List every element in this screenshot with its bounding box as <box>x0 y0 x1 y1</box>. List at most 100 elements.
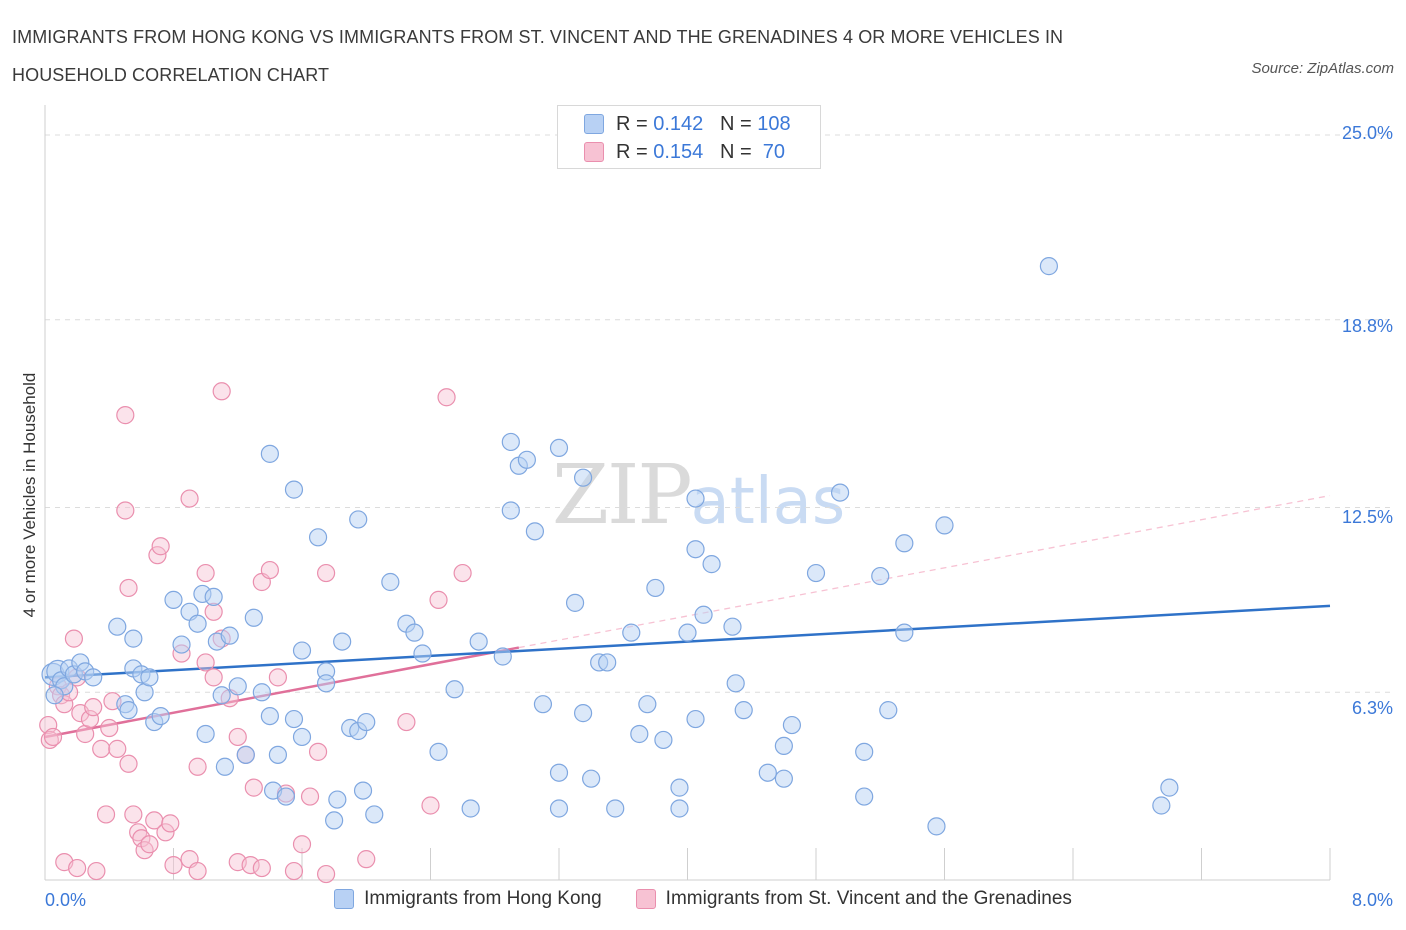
legend-swatch-blue <box>334 889 355 909</box>
data-point-hong-kong <box>782 715 802 735</box>
data-point-hong-kong <box>405 623 424 642</box>
legend-item-hong-kong: Immigrants from Hong Kong <box>334 888 602 910</box>
data-point-st-vincent <box>252 858 271 878</box>
data-point-hong-kong <box>686 489 705 508</box>
y-tick-label-25: 25.0% <box>1341 123 1393 143</box>
data-point-st-vincent <box>140 835 159 854</box>
data-point-hong-kong <box>622 623 641 642</box>
data-point-hong-kong <box>212 686 231 705</box>
data-point-st-vincent <box>316 864 336 884</box>
data-point-st-vincent <box>188 757 207 776</box>
data-point-st-vincent <box>96 805 116 824</box>
data-point-st-vincent <box>284 861 304 881</box>
data-point-hong-kong <box>236 745 255 764</box>
data-point-hong-kong <box>445 680 464 699</box>
data-point-hong-kong <box>525 522 545 541</box>
data-point-hong-kong <box>196 724 215 744</box>
x-tick-label-0: 0.0% <box>45 890 87 910</box>
data-point-st-vincent <box>156 823 175 842</box>
data-point-hong-kong <box>252 683 271 702</box>
data-point-st-vincent <box>80 709 100 729</box>
series-legend: Immigrants from Hong Kong Immigrants fro… <box>0 888 1406 910</box>
data-point-hong-kong <box>268 745 288 764</box>
data-point-st-vincent <box>100 718 119 738</box>
data-point-hong-kong <box>164 590 183 609</box>
data-point-st-vincent <box>212 382 231 401</box>
data-point-st-vincent <box>119 754 138 773</box>
trend-line-st-vincent-extension <box>518 494 1331 649</box>
data-point-hong-kong <box>108 617 127 636</box>
data-point-st-vincent <box>308 742 328 761</box>
data-point-st-vincent <box>116 501 135 520</box>
data-point-hong-kong <box>292 727 312 747</box>
data-point-hong-kong <box>260 706 279 726</box>
y-tick-label-6-3: 6.3% <box>1351 698 1393 718</box>
data-point-hong-kong <box>316 674 336 693</box>
data-point-hong-kong <box>333 632 352 651</box>
data-point-st-vincent <box>124 805 143 824</box>
data-point-hong-kong <box>549 438 569 457</box>
data-point-hong-kong <box>774 769 793 788</box>
data-point-st-vincent <box>180 489 199 508</box>
data-point-st-vincent <box>292 835 312 854</box>
data-point-hong-kong <box>292 641 312 660</box>
data-point-hong-kong <box>1152 796 1171 815</box>
data-point-st-vincent <box>228 727 247 747</box>
data-point-hong-kong <box>84 668 103 687</box>
trend-line-st-vincent <box>44 646 520 739</box>
data-point-st-vincent <box>316 563 336 583</box>
data-point-hong-kong <box>606 799 625 818</box>
legend-r-label: R = <box>616 140 654 163</box>
data-point-hong-kong <box>638 695 657 714</box>
data-point-hong-kong <box>276 787 296 806</box>
data-point-hong-kong <box>582 769 601 788</box>
data-point-hong-kong <box>349 510 368 529</box>
legend-swatch-blue <box>584 114 604 134</box>
gridlines <box>45 134 1390 693</box>
legend-swatch-pink <box>584 142 604 162</box>
data-point-hong-kong <box>533 695 553 714</box>
data-point-hong-kong <box>325 811 344 830</box>
data-point-hong-kong <box>244 608 263 627</box>
data-point-hong-kong <box>855 742 874 761</box>
data-point-st-vincent <box>119 578 138 598</box>
data-point-hong-kong <box>686 709 705 729</box>
data-point-hong-kong <box>493 647 512 666</box>
data-point-st-vincent <box>453 563 472 583</box>
data-point-hong-kong <box>284 480 304 499</box>
source-label: Source: ZipAtlas.com <box>1251 60 1394 77</box>
data-point-hong-kong <box>573 704 593 723</box>
legend-row-st-vincent: R = 0.154 N = 70 <box>584 139 785 165</box>
data-point-hong-kong <box>365 805 384 824</box>
data-point-hong-kong <box>774 736 793 756</box>
data-point-st-vincent <box>357 850 376 869</box>
data-point-st-vincent <box>164 855 183 875</box>
data-point-hong-kong <box>598 653 617 672</box>
watermark-zip: ZIP <box>552 448 693 543</box>
data-point-hong-kong <box>549 763 569 782</box>
data-point-hong-kong <box>549 799 569 818</box>
data-point-hong-kong <box>565 593 585 612</box>
data-point-hong-kong <box>927 817 946 836</box>
data-point-hong-kong <box>228 677 247 696</box>
data-point-st-vincent <box>135 841 154 860</box>
data-point-st-vincent <box>87 861 106 881</box>
data-point-hong-kong <box>284 709 304 729</box>
data-point-st-vincent <box>204 668 223 687</box>
data-point-hong-kong <box>1039 257 1059 276</box>
data-point-st-vincent <box>241 855 260 875</box>
legend-r-value: 0.142 <box>653 112 704 135</box>
watermark: ZIPatlas <box>552 448 845 543</box>
data-point-hong-kong <box>151 706 170 726</box>
data-point-hong-kong <box>646 578 665 598</box>
data-point-hong-kong <box>686 540 705 559</box>
watermark-atlas: atlas <box>690 465 846 539</box>
data-point-hong-kong <box>260 444 279 463</box>
data-point-st-vincent <box>43 727 63 747</box>
data-point-hong-kong <box>381 572 400 592</box>
legend-n-label: N = <box>719 140 758 163</box>
x-tick-label-8: 8.0% <box>1351 890 1393 910</box>
data-point-hong-kong <box>871 566 890 586</box>
data-point-st-vincent <box>68 858 87 878</box>
data-point-st-vincent <box>188 861 207 881</box>
